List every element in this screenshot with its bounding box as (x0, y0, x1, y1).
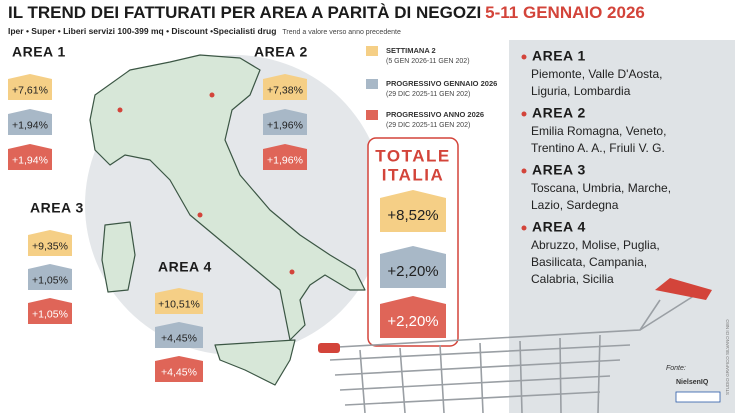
cart-wire (359, 334, 601, 413)
legend-label: PROGRESSIVO GENNAIO 2026 (386, 79, 497, 88)
panel-regions: Lazio, Sardegna (531, 198, 619, 212)
sicily (214, 339, 296, 386)
bullet (521, 54, 527, 60)
panel-area: AREA 2 (532, 105, 586, 121)
area-label: AREA 1 (12, 44, 66, 60)
cart-handle (655, 278, 712, 300)
bullet (521, 168, 527, 174)
badge (263, 74, 307, 100)
dot (209, 92, 215, 98)
legend-swatch (366, 46, 378, 56)
badge (28, 264, 72, 290)
badge-value: +1,96% (267, 154, 303, 166)
badge (155, 322, 203, 348)
badge-value: +10,51% (158, 298, 200, 310)
source-brand: NielsenIQ (676, 379, 709, 386)
dot (117, 107, 123, 113)
badge (380, 296, 446, 338)
badge-value: +1,05% (32, 308, 68, 320)
map-dots (117, 92, 295, 275)
legend-label: PROGRESSIVO ANNO 2026 (386, 110, 484, 119)
credit: STUDIO GRAFICO SILVANO DI NEO (725, 319, 730, 395)
legend-sublabel: (29 DIC 2025-11 GEN 202) (386, 91, 470, 98)
legend-label: SETTIMANA 2 (386, 46, 436, 55)
badge-value: +7,61% (12, 84, 48, 96)
sardinia (101, 221, 136, 293)
total-title: ITALIA (382, 165, 445, 184)
panel-regions: Trentino A. A., Friuli V. G. (531, 141, 665, 155)
total-box (367, 137, 459, 347)
area-label: AREA 4 (158, 259, 212, 275)
badge (380, 190, 446, 232)
badge-value: +4,45% (161, 366, 197, 378)
panel-regions: Calabria, Sicilia (531, 272, 614, 286)
badge (8, 109, 52, 135)
cart (319, 291, 701, 413)
badge-value: +2,20% (387, 313, 438, 330)
title: IL TREND DEI FATTURATI PER AREA A PARITÀ… (8, 3, 645, 22)
badge (8, 74, 52, 100)
badge (8, 144, 52, 170)
panel-area: AREA 3 (532, 162, 586, 178)
panel-regions: Liguria, Lombardia (531, 84, 631, 98)
badge-value: +1,94% (12, 154, 48, 166)
dot (289, 269, 295, 275)
area-label: AREA 3 (30, 200, 84, 216)
panel-regions: Abruzzo, Molise, Puglia, (531, 238, 660, 252)
badge-value: +1,94% (12, 119, 48, 131)
subtitle: Iper • Super • Liberi servizi 100-399 mq… (8, 26, 401, 36)
cart-handle-bar (639, 291, 701, 331)
map (89, 54, 366, 386)
legend-sublabel: (29 DIC 2025-11 GEN 202) (386, 122, 470, 129)
cart-bumper (318, 343, 340, 353)
area-label: AREA 2 (254, 44, 308, 60)
dot (197, 212, 203, 218)
badge (263, 144, 307, 170)
mainland (89, 54, 366, 341)
panel-regions: Emilia Romagna, Veneto, (531, 124, 666, 138)
badge (28, 230, 72, 256)
badge (155, 288, 203, 314)
badge-value: +8,52% (387, 207, 438, 224)
panel-regions: Piemonte, Valle D'Aosta, (531, 67, 662, 81)
side-panel (509, 40, 735, 413)
bullet (521, 225, 527, 231)
legend-sublabel: (5 GEN 2026-11 GEN 202) (386, 58, 470, 65)
badge-value: +2,20% (387, 263, 438, 280)
badge (263, 109, 307, 135)
badge-value: +7,38% (267, 84, 303, 96)
badge-value: +1,96% (267, 119, 303, 131)
badge-value: +9,35% (32, 240, 68, 252)
source-logo (675, 391, 721, 403)
bullet (521, 111, 527, 117)
panel-area: AREA 4 (532, 219, 586, 235)
panel-regions: Basilicata, Campania, (531, 255, 647, 269)
badge (155, 356, 203, 382)
content: SETTIMANA 2 (5 GEN 2026-11 GEN 202) PROGRE… (8, 44, 730, 403)
panel-area: AREA 1 (532, 48, 586, 64)
badge (380, 246, 446, 288)
total-title: TOTALE (375, 146, 450, 165)
legend-swatch (366, 79, 378, 89)
source-label: Fonte: (666, 365, 686, 372)
badge-value: +4,45% (161, 332, 197, 344)
badge-value: +1,05% (32, 274, 68, 286)
panel-regions: Toscana, Umbria, Marche, (531, 181, 671, 195)
legend-swatch (366, 110, 378, 120)
badge (28, 298, 72, 324)
